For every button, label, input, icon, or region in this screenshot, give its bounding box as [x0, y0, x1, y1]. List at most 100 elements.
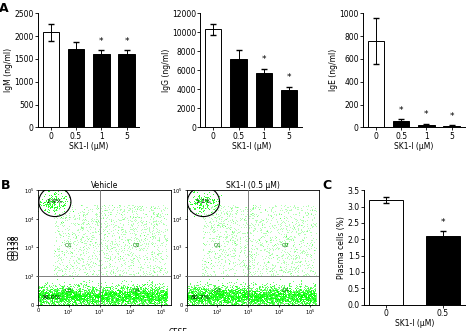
Point	[262, 294, 269, 299]
Point	[224, 293, 231, 298]
Point	[224, 299, 232, 305]
Point	[155, 296, 163, 301]
Point	[200, 291, 207, 296]
Point	[51, 294, 59, 300]
Point	[125, 295, 132, 301]
Point	[34, 209, 42, 214]
Point	[224, 302, 231, 307]
Point	[73, 294, 80, 300]
Point	[161, 293, 169, 298]
Point	[125, 295, 133, 300]
Point	[253, 300, 260, 305]
Point	[158, 265, 165, 270]
Point	[142, 218, 149, 223]
Point	[280, 287, 287, 292]
Point	[151, 232, 159, 238]
Point	[292, 260, 300, 265]
Point	[191, 292, 199, 297]
Point	[216, 233, 224, 239]
Point	[106, 290, 113, 296]
Point	[110, 301, 118, 307]
Point	[160, 268, 168, 273]
Point	[115, 296, 122, 302]
Point	[285, 290, 292, 295]
Point	[53, 219, 60, 224]
Point	[235, 297, 243, 302]
Point	[244, 297, 251, 302]
Point	[208, 225, 215, 230]
Point	[237, 235, 244, 240]
Point	[196, 281, 204, 287]
Point	[59, 287, 66, 292]
Point	[73, 234, 80, 239]
Point	[164, 294, 171, 299]
Point	[84, 262, 92, 267]
Point	[88, 218, 96, 223]
Point	[67, 289, 74, 295]
Point	[251, 297, 258, 302]
Point	[71, 294, 79, 300]
Point	[227, 302, 234, 307]
Point	[267, 283, 274, 288]
Point	[197, 299, 205, 304]
Point	[131, 273, 139, 279]
Point	[55, 203, 63, 209]
Point	[145, 259, 153, 264]
Point	[53, 291, 61, 296]
Point	[148, 239, 155, 245]
Point	[39, 196, 46, 202]
Point	[196, 289, 203, 294]
Point	[252, 250, 259, 255]
Point	[278, 301, 286, 306]
Point	[301, 297, 308, 302]
Point	[35, 295, 43, 300]
Point	[71, 293, 79, 298]
Point	[296, 291, 304, 296]
Point	[48, 287, 55, 292]
Y-axis label: IgE (ng/ml): IgE (ng/ml)	[329, 49, 338, 91]
Point	[133, 290, 141, 295]
Point	[52, 229, 59, 234]
Point	[257, 227, 265, 232]
Point	[38, 295, 46, 300]
Point	[190, 193, 198, 199]
Point	[146, 291, 154, 296]
Point	[66, 284, 74, 289]
Point	[68, 287, 75, 292]
Point	[86, 299, 93, 304]
Point	[203, 282, 211, 288]
Point	[210, 269, 218, 274]
Point	[41, 293, 48, 299]
Point	[152, 293, 159, 298]
Point	[201, 297, 209, 302]
Point	[128, 222, 136, 227]
Point	[144, 302, 151, 307]
Point	[91, 296, 99, 301]
Point	[182, 198, 190, 203]
Point	[192, 284, 200, 289]
Point	[147, 207, 155, 212]
Point	[255, 299, 262, 304]
Point	[264, 290, 272, 296]
Point	[260, 292, 268, 297]
Point	[64, 300, 72, 305]
Point	[107, 267, 115, 272]
Point	[244, 263, 252, 268]
Point	[49, 291, 57, 297]
Point	[253, 299, 261, 304]
Point	[263, 232, 271, 238]
Point	[203, 280, 211, 285]
Point	[52, 297, 59, 302]
Point	[57, 301, 65, 307]
Point	[217, 296, 225, 301]
Point	[116, 288, 123, 293]
Point	[230, 295, 237, 301]
Point	[103, 288, 111, 293]
Point	[218, 291, 226, 296]
Point	[152, 301, 159, 306]
Point	[155, 248, 163, 254]
Point	[214, 237, 222, 242]
Point	[103, 228, 110, 233]
Point	[212, 291, 220, 296]
Text: C: C	[322, 179, 331, 192]
